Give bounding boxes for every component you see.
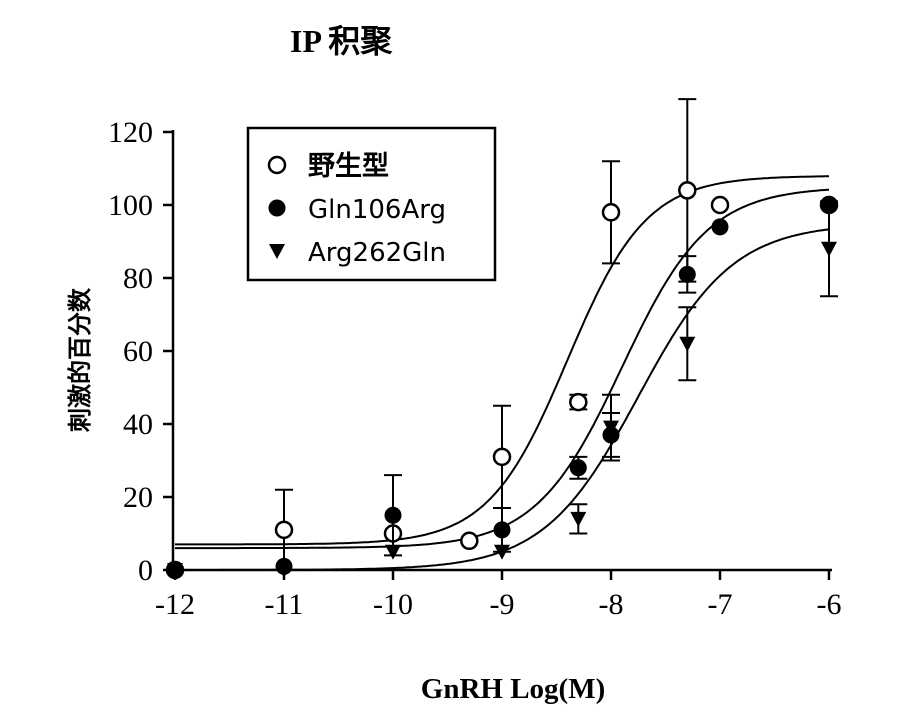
x-tick-label: -8 [599, 588, 624, 621]
chart-title: IP 积聚 [290, 23, 393, 59]
x-tick-label: -6 [817, 588, 842, 621]
axis-ticks: -12 -11 -10 -9 -8 -7 -6 0 20 40 60 80 100 120 [108, 116, 842, 621]
y-tick-label: 20 [123, 481, 153, 514]
data-point [603, 420, 619, 436]
y-tick-label: 80 [123, 262, 153, 295]
legend-marker [268, 199, 286, 217]
data-point [384, 506, 402, 524]
data-point [601, 203, 621, 222]
y-axis-label: 刺激的百分数 [66, 287, 94, 432]
legend-label: Arg262Gln [308, 238, 446, 268]
legend-label: Gln106Arg [308, 195, 446, 225]
x-tick-label: -7 [708, 588, 733, 621]
x-axis-label: GnRH Log(M) [421, 673, 605, 705]
legend: 野生型 Gln106Arg Arg262Gln [246, 126, 497, 282]
data-point [494, 544, 510, 560]
data-point [711, 218, 729, 236]
data-point [678, 181, 697, 200]
legend-marker [269, 244, 285, 259]
legend-marker [267, 155, 287, 175]
data-point [570, 511, 587, 527]
data-point [679, 336, 696, 352]
y-tick-label: 60 [123, 335, 153, 368]
legend-label: 野生型 [308, 151, 389, 182]
data-point [167, 563, 183, 578]
data-marks [165, 98, 839, 580]
data-point [276, 563, 292, 578]
data-point [821, 241, 837, 257]
y-tick-label: 0 [138, 554, 153, 587]
x-tick-label: -12 [155, 588, 195, 621]
x-tick-label: -11 [265, 588, 304, 621]
data-point [678, 265, 696, 283]
data-point [492, 447, 512, 467]
data-point [710, 195, 730, 215]
x-tick-label: -10 [373, 588, 413, 621]
x-tick-label: -9 [490, 588, 515, 621]
data-point [493, 521, 511, 539]
data-point [460, 531, 479, 551]
legend-box [246, 126, 497, 282]
y-tick-label: 120 [108, 116, 153, 149]
data-point [385, 544, 401, 560]
data-point [569, 459, 587, 477]
y-tick-label: 40 [123, 408, 153, 441]
data-point [274, 520, 294, 540]
y-tick-label: 100 [108, 189, 153, 222]
data-point [569, 392, 588, 412]
